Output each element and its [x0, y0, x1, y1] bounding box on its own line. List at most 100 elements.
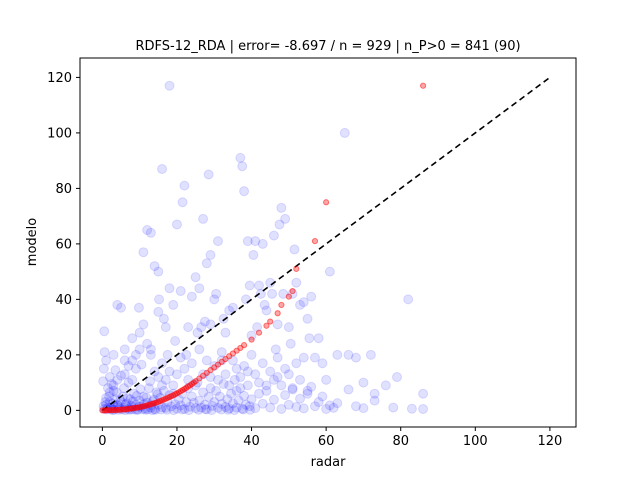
scatter-point: [186, 391, 197, 402]
scatter-point: [209, 397, 220, 408]
x-tick-label: 100: [463, 434, 488, 449]
scatter-point: [272, 319, 283, 330]
scatter-point: [295, 299, 306, 310]
scatter-point: [170, 399, 181, 410]
scatter-point: [257, 238, 268, 249]
scatter-point: [170, 335, 181, 346]
scatter-point: [98, 363, 109, 374]
scatter-point: [111, 387, 122, 398]
scatter-point: [164, 283, 175, 294]
scatter-point: [104, 391, 115, 402]
scatter-point: [166, 401, 177, 412]
scatter-point: [186, 291, 197, 302]
scatter-point: [185, 401, 196, 412]
quantile-point: [293, 265, 300, 272]
identity-line: [101, 76, 551, 411]
scatter-point: [246, 394, 257, 405]
scatter-point: [149, 261, 160, 272]
scatter-point: [143, 383, 154, 394]
scatter-point: [257, 398, 268, 409]
scatter-point: [138, 247, 149, 258]
scatter-point: [116, 370, 127, 381]
scatter-point: [280, 390, 291, 401]
scatter-point: [306, 381, 317, 392]
scatter-point: [287, 384, 298, 395]
scatter-point: [171, 219, 182, 230]
scatter-point: [268, 394, 279, 405]
scatter-point: [119, 369, 130, 380]
scatter-point: [203, 169, 214, 180]
scatter-point: [206, 405, 217, 416]
scatter-point: [116, 302, 127, 313]
scatter-point: [127, 355, 138, 366]
scatter-point: [287, 383, 298, 394]
scatter-point: [283, 369, 294, 380]
scatter-point: [244, 280, 255, 291]
scatter-point: [179, 363, 190, 374]
scatter-point: [171, 369, 182, 380]
scatter-point: [135, 384, 146, 395]
scatter-point: [161, 404, 172, 415]
scatter-point: [108, 385, 119, 396]
scatter-point: [193, 404, 204, 415]
scatter-point: [350, 401, 361, 412]
scatter-point: [175, 286, 186, 297]
scatter-point: [152, 389, 163, 400]
scatter-point: [141, 392, 152, 403]
quantile-point: [323, 199, 330, 206]
scatter-point: [254, 388, 265, 399]
scatter-point: [289, 244, 300, 255]
scatter-point: [261, 305, 272, 316]
x-tick-label: 40: [243, 434, 260, 449]
x-axis: 0 20 40 60 80 100 120: [98, 427, 562, 449]
scatter-point: [196, 402, 207, 413]
scatter-point: [272, 352, 283, 363]
scatter-point: [238, 404, 249, 415]
scatter-point: [229, 374, 240, 385]
chart-title: RDFS-12_RDA | error= -8.697 / n = 929 | …: [135, 39, 520, 54]
scatter-point: [110, 365, 121, 376]
quantile-point: [240, 342, 248, 349]
quantile-point: [278, 301, 285, 309]
scatter-point: [295, 374, 306, 385]
scatter-point: [295, 393, 306, 404]
scatter-point: [177, 404, 188, 415]
scatter-point: [212, 236, 223, 247]
scatter-point: [291, 358, 302, 369]
quantile-point: [267, 318, 274, 325]
scatter-point: [200, 404, 211, 415]
scatter-point: [123, 377, 134, 388]
scatter-point: [98, 376, 109, 387]
scatter-point: [222, 394, 233, 405]
x-tick-label: 60: [318, 434, 335, 449]
scatter-point: [276, 202, 287, 213]
x-tick-label: 0: [98, 434, 106, 449]
scatter-point: [369, 395, 380, 406]
scatter-point: [160, 402, 171, 413]
scatter-point: [324, 266, 335, 277]
scatter-point: [201, 355, 212, 366]
scatter-point: [388, 402, 399, 413]
scatter-point: [231, 363, 242, 374]
scatter-point: [153, 372, 164, 383]
scatter-point: [358, 377, 369, 388]
scatter-point: [157, 358, 168, 369]
scatter-point: [280, 363, 291, 374]
scatter-point: [112, 374, 123, 385]
scatter-point: [127, 374, 138, 385]
scatter-point: [242, 380, 253, 391]
y-tick-label: 40: [55, 293, 72, 308]
scatter-point: [183, 405, 194, 416]
scatter-point: [160, 374, 171, 385]
scatter-point: [224, 305, 235, 316]
scatter-point: [145, 344, 156, 355]
scatter-point: [261, 385, 272, 396]
x-axis-label: radar: [311, 455, 347, 470]
scatter-point: [211, 288, 222, 299]
scatter-point: [147, 405, 158, 416]
scatter-point: [231, 402, 242, 413]
scatter-point: [223, 404, 234, 415]
scatter-point: [158, 313, 169, 324]
scatter-point: [291, 402, 302, 413]
scatter-point: [248, 249, 259, 260]
